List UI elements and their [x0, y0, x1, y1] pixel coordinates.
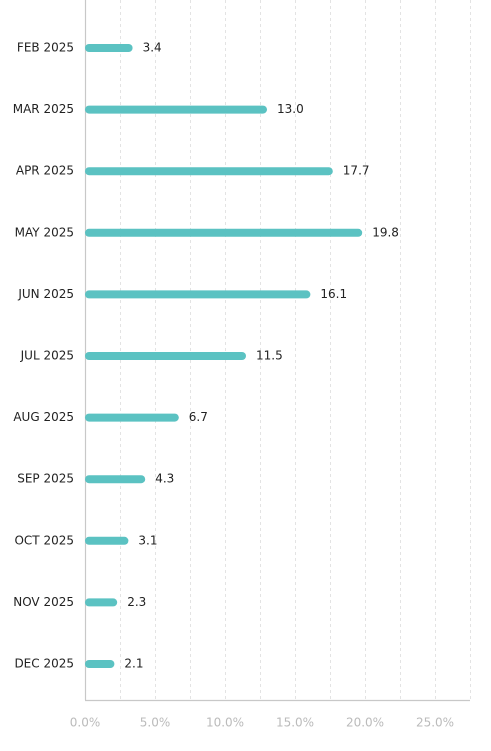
category-label: JUL 2025: [20, 349, 74, 363]
axes: [84, 0, 470, 702]
value-labels: 3.4 13.0 17.7 19.8 16.1 11.5 6.7 4.3 3.1 2.3 2.1: [124, 41, 399, 671]
value-label: 17.7: [343, 164, 370, 178]
bar: [85, 475, 146, 484]
bar: [85, 167, 333, 176]
value-label: 3.1: [138, 533, 157, 547]
bar: [85, 228, 363, 237]
value-label: 13.0: [277, 102, 304, 116]
bar: [85, 352, 246, 360]
category-label: DEC 2025: [14, 657, 74, 671]
x-tick-label: 0.0%: [70, 716, 101, 730]
category-label: JUN 2025: [17, 287, 74, 301]
category-label: AUG 2025: [13, 410, 74, 424]
category-label: FEB 2025: [17, 41, 74, 55]
bar: [85, 413, 179, 422]
category-labels: FEB 2025 MAR 2025 APR 2025 MAY 2025 JUN 2025…: [13, 41, 74, 671]
value-label: 2.1: [124, 657, 143, 671]
value-label: 11.5: [256, 349, 283, 363]
x-tick-label: 15.0%: [276, 716, 314, 730]
bar: [85, 290, 311, 299]
value-label: 2.3: [127, 595, 146, 609]
bar: [85, 660, 115, 668]
bar: [85, 536, 129, 545]
category-label: MAR 2025: [13, 102, 74, 116]
gridlines: [120, 0, 471, 700]
bar: [85, 598, 118, 607]
x-tick-label: 25.0%: [416, 716, 454, 730]
category-label: APR 2025: [16, 164, 74, 178]
category-label: OCT 2025: [14, 533, 74, 547]
category-label: MAY 2025: [15, 225, 74, 239]
value-label: 4.3: [155, 472, 174, 486]
x-tick-label: 5.0%: [140, 716, 171, 730]
value-label: 16.1: [320, 287, 347, 301]
x-tick-label: 20.0%: [346, 716, 384, 730]
value-label: 19.8: [372, 225, 399, 239]
bar: [85, 105, 267, 114]
value-label: 3.4: [143, 41, 162, 55]
category-label: NOV 2025: [13, 595, 74, 609]
value-label: 6.7: [189, 410, 208, 424]
bars: [85, 44, 363, 668]
bar: [85, 44, 133, 52]
x-tick-labels: 0.0% 5.0% 10.0% 15.0% 20.0% 25.0%: [70, 716, 454, 730]
x-tick-label: 10.0%: [206, 716, 244, 730]
category-label: SEP 2025: [17, 472, 74, 486]
